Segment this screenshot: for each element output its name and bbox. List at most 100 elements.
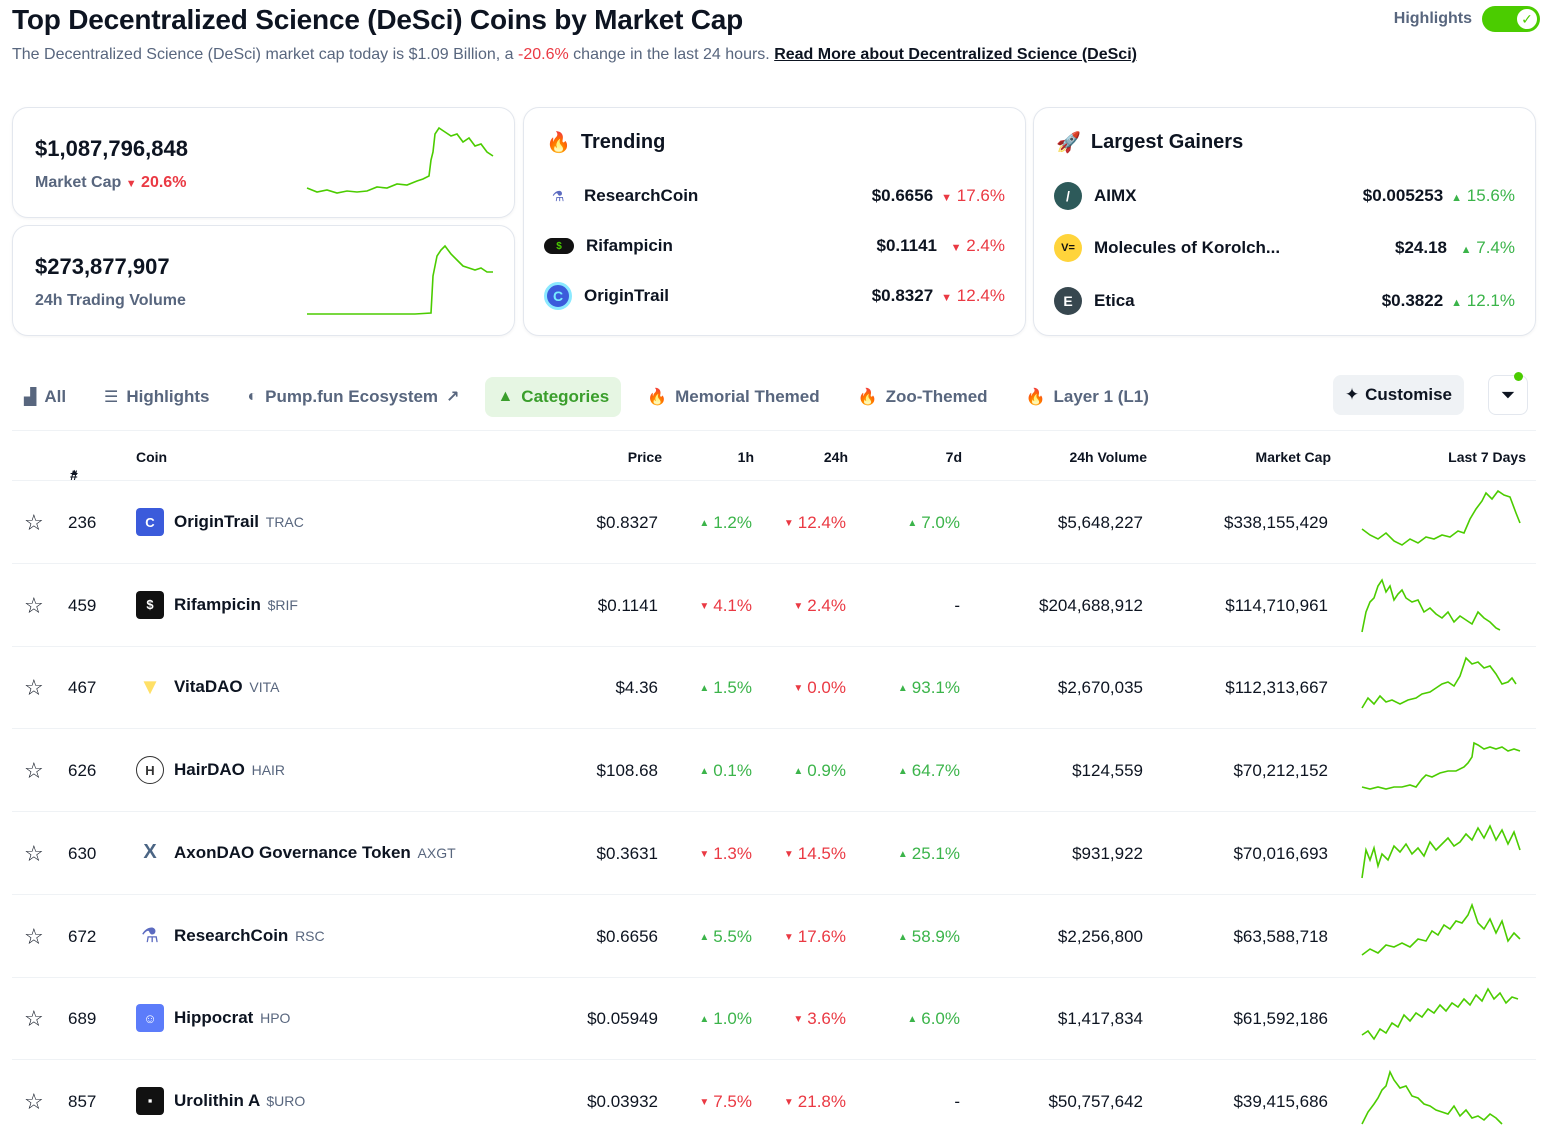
star-icon[interactable]: ☆ bbox=[24, 1006, 44, 1032]
price-header[interactable]: Price bbox=[627, 449, 662, 465]
filter-icon: ⏷ bbox=[1500, 384, 1516, 405]
table-row[interactable]: ☆ 689 ☺ Hippocrat HPO $0.05949 1.0% 3.6% 6.0% $1… bbox=[12, 977, 1536, 1061]
mcap-cell: $338,155,429 bbox=[1224, 513, 1328, 532]
table-header: ▲ # Coin Price 1h 24h 7d 24h Volume Mark… bbox=[12, 430, 1536, 483]
coin-symbol: RSC bbox=[295, 927, 325, 944]
coin-name[interactable]: AxonDAO Governance Token AXGT bbox=[174, 842, 456, 862]
flame-icon: 🔥 bbox=[546, 132, 571, 154]
d7-change: 93.1% bbox=[872, 678, 960, 698]
star-icon[interactable]: ☆ bbox=[24, 758, 44, 784]
vitadao-coin-icon: ▼ bbox=[139, 674, 161, 700]
etica-icon: E bbox=[1054, 287, 1082, 315]
star-icon[interactable]: ☆ bbox=[24, 923, 44, 949]
filter-button[interactable]: ⏷ bbox=[1488, 372, 1528, 415]
price-cell: $0.03932 bbox=[587, 1091, 658, 1111]
coin-name[interactable]: VitaDAO VITA bbox=[174, 677, 280, 697]
market-change: -20.6% bbox=[518, 46, 569, 63]
toggle-switch[interactable]: ✓ bbox=[1482, 6, 1540, 32]
filter-active-dot bbox=[1514, 372, 1523, 381]
trending-item[interactable]: $ Rifampicin $0.1141 ▼ 2.4% bbox=[544, 228, 1005, 264]
table-row[interactable]: ☆ 459 $ Rifampicin $RIF $0.1141 4.1% 2.4% - $204… bbox=[12, 564, 1536, 647]
tab-categories[interactable]: ▲ Categories bbox=[485, 377, 622, 417]
price-cell: $0.05949 bbox=[587, 1009, 658, 1029]
coin-name[interactable]: Rifampicin $RIF bbox=[174, 594, 298, 614]
h24-header[interactable]: 24h bbox=[823, 449, 848, 465]
rank: 857 bbox=[68, 1091, 97, 1111]
sparkline-7d bbox=[1361, 823, 1521, 878]
sparkline-7d bbox=[1361, 741, 1521, 790]
coin-name[interactable]: Hippocrat HPO bbox=[174, 1008, 291, 1028]
read-more-link[interactable]: Read More about Decentralized Science (D… bbox=[774, 46, 1137, 63]
table-row[interactable]: ☆ 857 ▪ Urolithin A $URO $0.03932 7.5% 21.8% - $… bbox=[12, 1060, 1536, 1130]
page-title: Top Decentralized Science (DeSci) Coins … bbox=[12, 4, 744, 35]
list-icon: ☰ bbox=[104, 389, 119, 406]
gainer-item[interactable]: / AIMX $0.005253 ▲ 15.6% bbox=[1054, 178, 1515, 214]
mcap-cell: $63,588,718 bbox=[1233, 926, 1328, 946]
d7-header[interactable]: 7d bbox=[945, 449, 962, 465]
market-cap-label: Market Cap ▼ 20.6% bbox=[35, 174, 187, 191]
gainers-card: 🚀 Largest Gainers / AIMX $0.005253 ▲ 15.6… bbox=[1033, 107, 1536, 336]
rank: 626 bbox=[68, 761, 97, 781]
h1-header[interactable]: 1h bbox=[737, 449, 754, 465]
aimx-icon: / bbox=[1054, 182, 1082, 210]
flame-icon: 🔥 bbox=[647, 389, 668, 406]
gainer-item[interactable]: V= Molecules of Korolch... $24.18 ▲ 7.4% bbox=[1054, 230, 1515, 266]
tab-all[interactable]: ▟ All bbox=[24, 387, 67, 406]
coin-name[interactable]: HairDAO HAIR bbox=[174, 760, 286, 780]
mcap-cell: $70,016,693 bbox=[1233, 843, 1328, 863]
star-icon[interactable]: ☆ bbox=[24, 1088, 44, 1114]
urolithin-coin-icon: ▪ bbox=[136, 1086, 164, 1115]
volume-cell: $124,559 bbox=[1072, 761, 1143, 781]
h24-change: 14.5% bbox=[764, 844, 846, 864]
market-cap-sparkline bbox=[306, 126, 494, 194]
sparkline-7d bbox=[1361, 1069, 1503, 1125]
star-icon[interactable]: ☆ bbox=[24, 675, 44, 701]
table-row[interactable]: ☆ 672 ⚗ ResearchCoin RSC $0.6656 5.5% 17.6% 58.… bbox=[12, 895, 1536, 978]
coin-name[interactable]: Urolithin A $URO bbox=[174, 1090, 306, 1110]
highlights-toggle-label: Highlights bbox=[1393, 10, 1472, 27]
coin-symbol: AXGT bbox=[417, 844, 456, 861]
highlights-toggle[interactable]: Highlights ✓ bbox=[1394, 6, 1540, 32]
star-icon[interactable]: ☆ bbox=[24, 592, 44, 618]
tab-layer-1[interactable]: 🔥 Layer 1 (L1) bbox=[1025, 387, 1149, 406]
trending-item[interactable]: ⚗ ResearchCoin $0.6656 ▼ 17.6% bbox=[544, 178, 1005, 214]
tab-pump-fun[interactable]: ◐ Pump.fun Ecosystem ↗ bbox=[247, 387, 460, 406]
coin-symbol: VITA bbox=[249, 679, 280, 696]
gainer-item[interactable]: E Etica $0.3822 ▲ 12.1% bbox=[1054, 283, 1515, 319]
price-cell: $0.3631 bbox=[596, 843, 658, 863]
star-icon[interactable]: ☆ bbox=[24, 840, 44, 866]
coin-name[interactable]: ResearchCoin RSC bbox=[174, 925, 325, 945]
table-row[interactable]: ☆ 467 ▼ VitaDAO VITA $4.36 1.5% 0.0% 93.1% $2,67… bbox=[12, 646, 1536, 730]
table-row[interactable]: ☆ 626 H HairDAO HAIR $108.68 0.1% 0.9% 64.7% $12… bbox=[12, 729, 1536, 813]
customise-button[interactable]: ✦ Customise bbox=[1332, 375, 1464, 415]
mcap-header[interactable]: Market Cap bbox=[1255, 449, 1331, 465]
sparkline-7d bbox=[1361, 577, 1501, 632]
table-row[interactable]: ☆ 630 X AxonDAO Governance Token AXGT $0.363… bbox=[12, 812, 1536, 895]
trending-item[interactable]: C OriginTrail $0.8327 ▼ 12.4% bbox=[544, 278, 1005, 314]
star-icon[interactable]: ☆ bbox=[24, 510, 44, 535]
market-cap-value: $1,087,796,848 bbox=[35, 136, 188, 161]
last7-header: Last 7 Days bbox=[1448, 449, 1526, 465]
pill-icon: ◐ bbox=[247, 388, 258, 405]
tab-zoo-themed[interactable]: 🔥 Zoo-Themed bbox=[857, 387, 988, 406]
tab-highlights[interactable]: ☰ Highlights bbox=[104, 387, 210, 406]
volume-cell: $50,757,642 bbox=[1048, 1091, 1143, 1111]
market-cap-card: $1,087,796,848 Market Cap ▼ 20.6% bbox=[12, 107, 515, 218]
volume-cell: $931,922 bbox=[1072, 843, 1143, 863]
coin-header[interactable]: Coin bbox=[136, 449, 168, 465]
shapes-icon: ▲ bbox=[497, 388, 514, 405]
price-cell: $0.6656 bbox=[596, 926, 658, 946]
coin-name[interactable]: OriginTrail TRAC bbox=[174, 512, 304, 531]
rifampicin-coin-icon: $ bbox=[136, 590, 164, 619]
price-cell: $108.68 bbox=[596, 761, 658, 781]
mcap-cell: $61,592,186 bbox=[1233, 1009, 1328, 1029]
hippocrat-coin-icon: ☺ bbox=[136, 1004, 164, 1033]
volume-header[interactable]: 24h Volume bbox=[1069, 449, 1147, 465]
h1-change: 1.5% bbox=[672, 678, 752, 698]
tab-memorial-themed[interactable]: 🔥 Memorial Themed bbox=[647, 387, 820, 406]
d7-change: 58.9% bbox=[872, 927, 960, 947]
filter-tabs: ▟ All ☰ Highlights ◐ Pump.fun Ecosystem ↗ ▲ C… bbox=[12, 372, 1536, 419]
mcap-cell: $70,212,152 bbox=[1233, 761, 1328, 781]
volume-cell: $1,417,834 bbox=[1057, 1009, 1143, 1029]
table-row[interactable]: ☆ 236 C OriginTrail TRAC $0.8327 1.2% 12.4% 7.0… bbox=[12, 481, 1536, 564]
